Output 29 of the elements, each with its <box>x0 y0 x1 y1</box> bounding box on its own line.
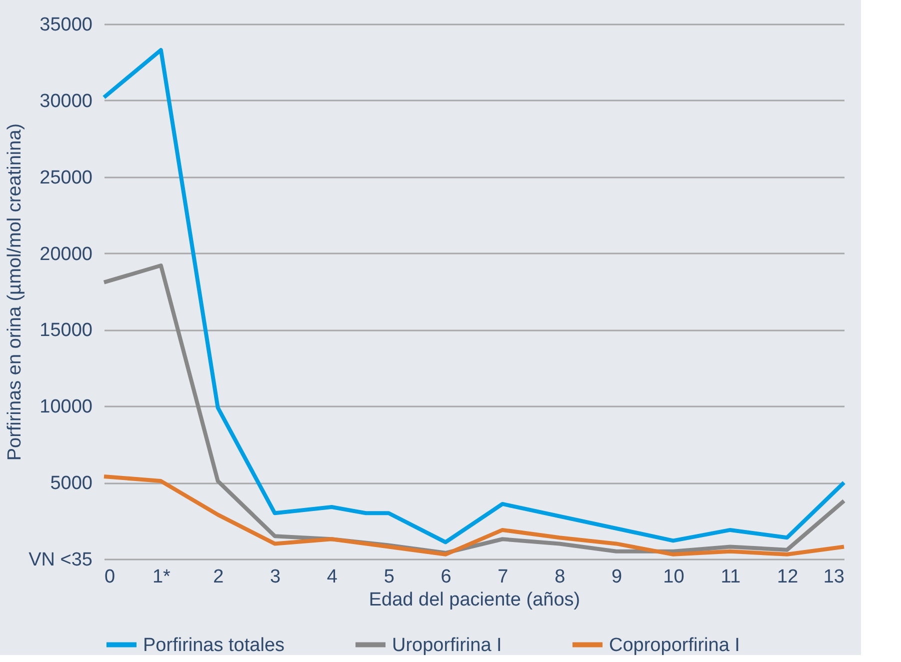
y-tick-label: 15000 <box>40 320 92 342</box>
x-tick-label: 6 <box>440 566 452 588</box>
x-tick-label: 3 <box>270 566 281 588</box>
y-tick-label: VN <35 <box>28 550 92 570</box>
x-tick-label: 13 <box>823 566 844 588</box>
y-tick-label: 30000 <box>40 90 92 112</box>
x-tick-label: 2 <box>213 566 224 588</box>
y-tick-label: 25000 <box>40 167 92 188</box>
y-tick-label: 10000 <box>40 396 92 418</box>
y-axis-title: Porfirinas en orina (µmol/mol creatinina) <box>4 123 26 461</box>
x-tick-label: 1* <box>152 566 172 588</box>
x-tick-label: 8 <box>554 566 566 588</box>
legend-label: Coproporfirina I <box>609 634 740 656</box>
y-tick-label: 5000 <box>50 473 92 494</box>
x-tick-label: 12 <box>777 566 798 588</box>
x-tick-label: 11 <box>720 566 741 588</box>
line-series <box>102 48 846 544</box>
y-tick-label: 20000 <box>40 244 92 265</box>
legend-label: Porfirinas totales <box>143 634 285 656</box>
x-tick-label: 10 <box>663 566 684 588</box>
x-tick-label: 4 <box>326 566 338 588</box>
x-tick-label: 9 <box>612 566 622 588</box>
x-tick-label: 7 <box>498 566 508 588</box>
line-series <box>102 474 846 556</box>
x-tick-label: 5 <box>384 566 394 588</box>
legend-label: Uroporfirina I <box>392 634 502 656</box>
y-tick-label: 35000 <box>40 14 92 36</box>
x-axis-title: Edad del paciente (años) <box>368 590 580 610</box>
x-tick-label: 0 <box>104 566 116 588</box>
